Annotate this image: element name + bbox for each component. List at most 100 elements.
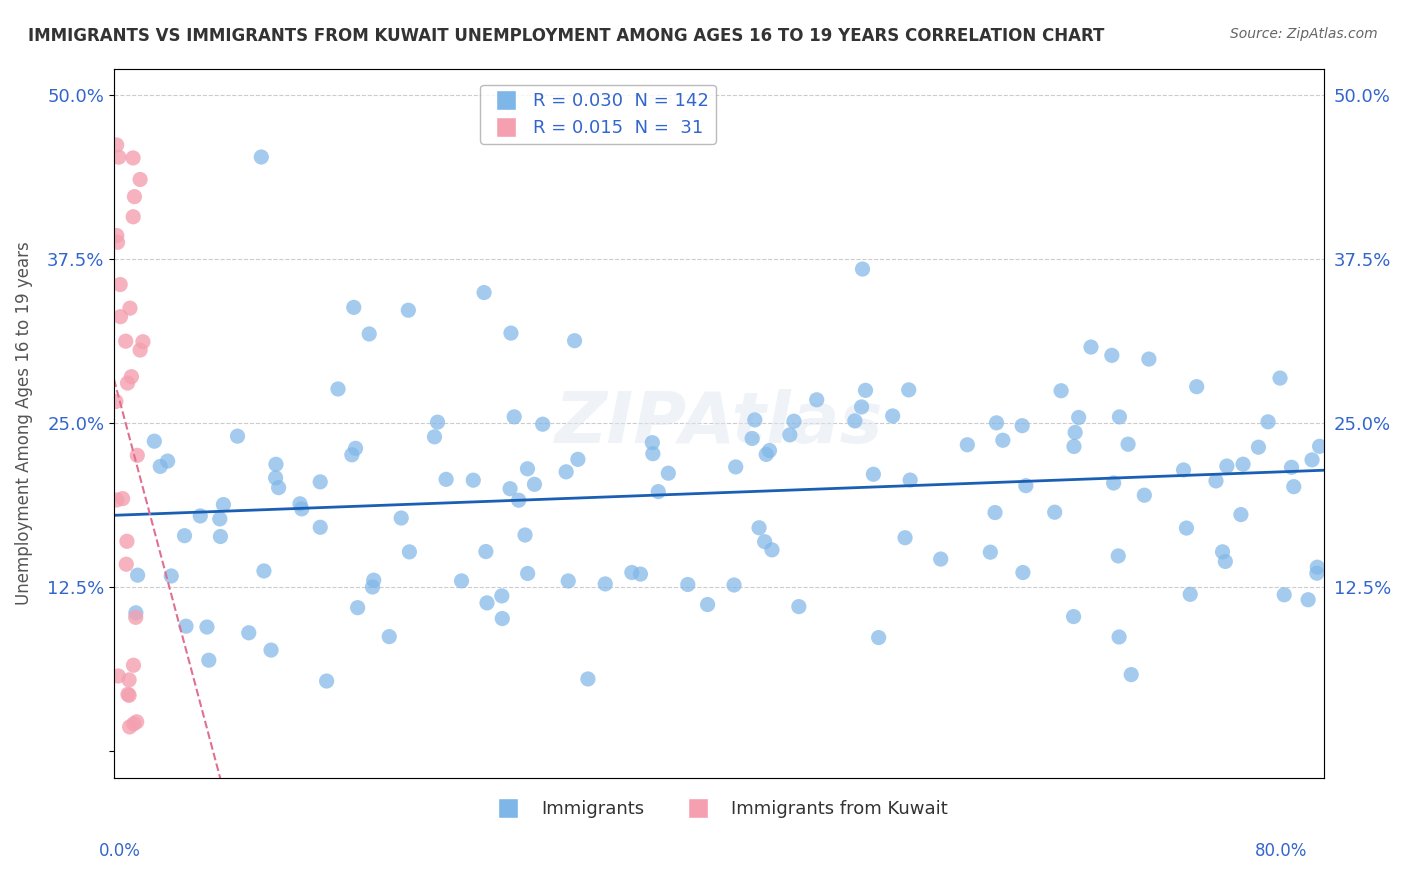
Immigrants xyxy=(723,578,745,592)
Immigrants xyxy=(1063,609,1085,624)
Immigrants xyxy=(862,467,884,482)
Immigrants xyxy=(991,434,1014,448)
Immigrants xyxy=(198,653,221,667)
Immigrants xyxy=(1064,425,1087,440)
Immigrants from Kuwait xyxy=(108,277,131,292)
Immigrants xyxy=(1080,340,1102,354)
Immigrants xyxy=(641,435,664,450)
Immigrants xyxy=(1268,371,1291,385)
Immigrants xyxy=(1212,545,1234,559)
Immigrants from Kuwait xyxy=(118,689,141,703)
Immigrants xyxy=(1108,630,1130,644)
Immigrants xyxy=(1306,566,1329,581)
Immigrants xyxy=(513,528,536,542)
Immigrants xyxy=(806,392,828,407)
Immigrants xyxy=(1216,459,1239,474)
Immigrants xyxy=(564,334,586,348)
Immigrants xyxy=(209,529,232,543)
Immigrants xyxy=(475,544,498,558)
Immigrants xyxy=(1281,460,1303,475)
Immigrants xyxy=(238,625,260,640)
Immigrants xyxy=(174,619,197,633)
Immigrants xyxy=(463,473,485,487)
Immigrants xyxy=(741,432,763,446)
Immigrants xyxy=(929,552,952,566)
Immigrants xyxy=(1175,521,1198,535)
Immigrants xyxy=(1301,453,1323,467)
Text: ZIPAtlas: ZIPAtlas xyxy=(555,389,883,458)
Immigrants xyxy=(343,301,366,315)
Immigrants xyxy=(1232,457,1254,471)
Immigrants from Kuwait xyxy=(111,491,134,506)
Immigrants from Kuwait xyxy=(110,310,132,324)
Immigrants xyxy=(378,630,401,644)
Immigrants xyxy=(1272,588,1295,602)
Immigrants xyxy=(212,498,235,512)
Immigrants xyxy=(1282,480,1305,494)
Immigrants xyxy=(208,512,231,526)
Immigrants xyxy=(593,577,616,591)
Immigrants xyxy=(160,569,183,583)
Immigrants xyxy=(361,580,384,594)
Immigrants from Kuwait xyxy=(114,334,136,348)
Immigrants xyxy=(288,497,311,511)
Immigrants from Kuwait xyxy=(117,376,139,390)
Immigrants xyxy=(1247,440,1270,454)
Text: Source: ZipAtlas.com: Source: ZipAtlas.com xyxy=(1230,27,1378,41)
Immigrants xyxy=(499,482,522,496)
Immigrants xyxy=(1327,226,1350,240)
Immigrants from Kuwait xyxy=(122,210,145,224)
Immigrants from Kuwait xyxy=(129,172,152,186)
Immigrants xyxy=(188,508,211,523)
Immigrants from Kuwait xyxy=(125,610,148,624)
Immigrants xyxy=(250,150,273,164)
Immigrants xyxy=(389,511,412,525)
Immigrants xyxy=(291,501,314,516)
Immigrants xyxy=(1205,474,1227,488)
Immigrants from Kuwait xyxy=(122,716,145,731)
Immigrants xyxy=(127,568,149,582)
Immigrants xyxy=(1015,478,1038,492)
Immigrants from Kuwait xyxy=(107,669,129,683)
Immigrants xyxy=(1050,384,1073,398)
Immigrants xyxy=(641,447,664,461)
Immigrants xyxy=(1309,439,1331,453)
Immigrants xyxy=(309,520,332,534)
Immigrants xyxy=(1213,554,1236,568)
Immigrants xyxy=(1063,440,1085,454)
Immigrants xyxy=(1230,508,1253,522)
Immigrants xyxy=(396,303,419,318)
Immigrants xyxy=(1107,549,1129,563)
Immigrants xyxy=(724,459,747,474)
Immigrants xyxy=(979,545,1001,559)
Immigrants xyxy=(264,471,287,485)
Immigrants xyxy=(1296,592,1319,607)
Immigrants xyxy=(1011,418,1033,433)
Immigrants xyxy=(986,416,1008,430)
Immigrants xyxy=(359,326,381,341)
Immigrants xyxy=(984,506,1007,520)
Immigrants xyxy=(346,600,368,615)
Immigrants xyxy=(1185,379,1208,393)
Immigrants xyxy=(508,493,530,508)
Immigrants xyxy=(567,452,589,467)
Immigrants xyxy=(125,606,148,620)
Immigrants xyxy=(315,673,337,688)
Immigrants from Kuwait xyxy=(115,534,138,549)
Immigrants from Kuwait xyxy=(104,394,127,409)
Immigrants from Kuwait xyxy=(118,301,141,316)
Immigrants xyxy=(264,458,287,472)
Immigrants from Kuwait xyxy=(105,492,128,507)
Immigrants from Kuwait xyxy=(122,151,145,165)
Immigrants xyxy=(267,481,290,495)
Immigrants from Kuwait xyxy=(122,658,145,673)
Immigrants xyxy=(897,383,920,397)
Immigrants xyxy=(956,438,979,452)
Immigrants xyxy=(755,447,778,461)
Immigrants xyxy=(676,577,699,591)
Immigrants xyxy=(472,285,495,300)
Immigrants from Kuwait xyxy=(117,687,139,701)
Immigrants xyxy=(516,566,538,581)
Immigrants xyxy=(882,409,904,423)
Immigrants from Kuwait xyxy=(105,138,128,153)
